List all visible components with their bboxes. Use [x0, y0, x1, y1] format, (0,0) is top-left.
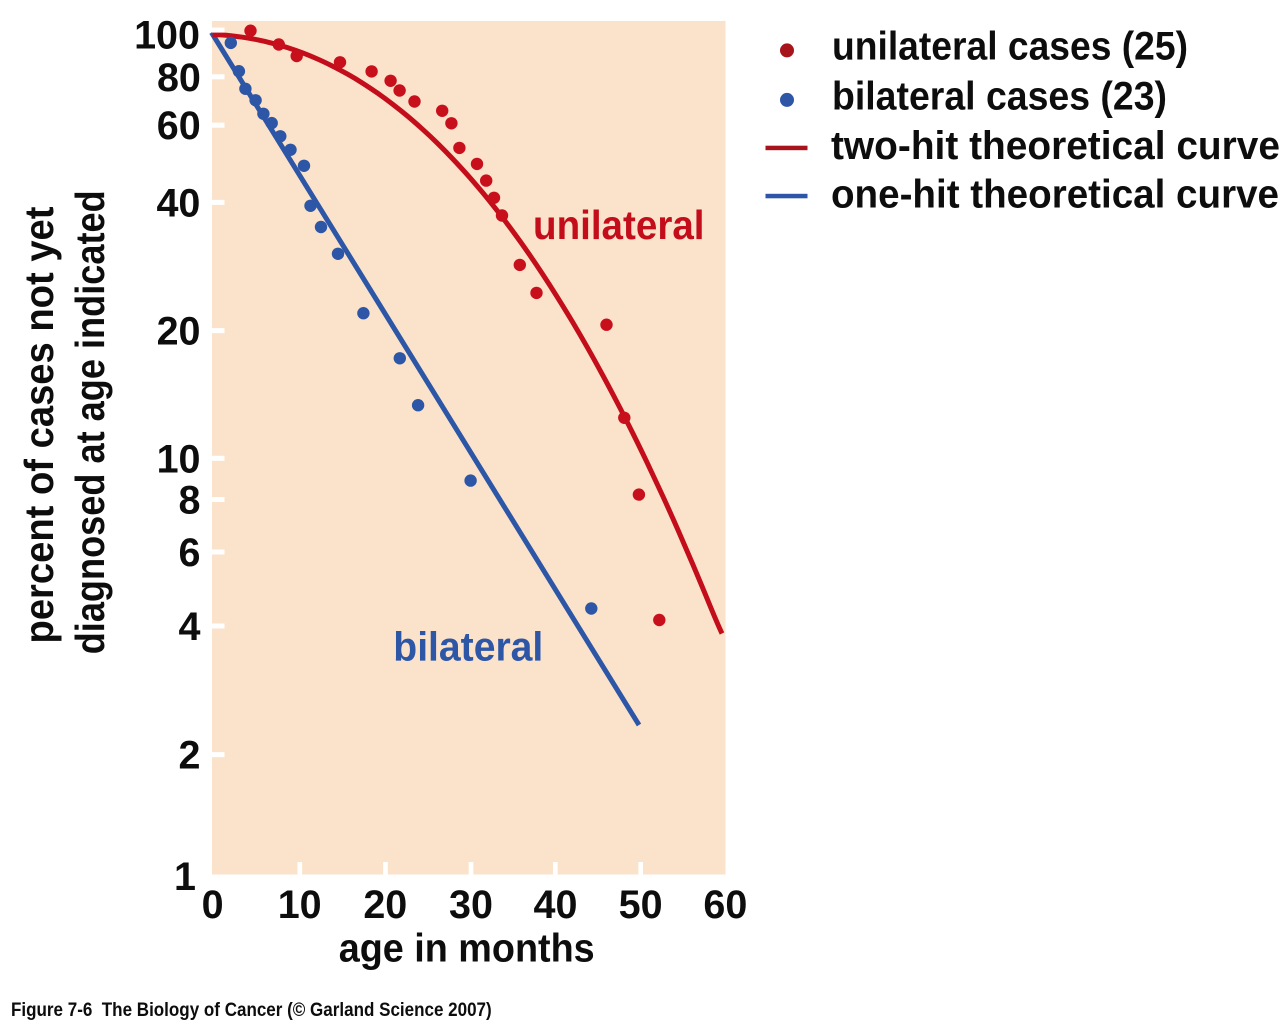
svg-text:1: 1 — [174, 855, 196, 899]
svg-text:40: 40 — [534, 883, 578, 927]
svg-text:10: 10 — [157, 437, 201, 481]
svg-text:bilateral cases (23): bilateral cases (23) — [832, 75, 1167, 119]
svg-text:two-hit theoretical curve: two-hit theoretical curve — [831, 124, 1280, 168]
svg-text:2: 2 — [179, 734, 201, 778]
svg-text:8: 8 — [179, 479, 201, 523]
svg-text:60: 60 — [703, 883, 747, 927]
svg-text:30: 30 — [449, 883, 493, 927]
svg-text:20: 20 — [363, 883, 407, 927]
svg-text:60: 60 — [157, 104, 201, 148]
svg-text:80: 80 — [157, 56, 201, 100]
svg-text:percent of cases not yet: percent of cases not yet — [16, 206, 62, 643]
svg-text:unilateral: unilateral — [533, 202, 705, 248]
svg-text:100: 100 — [134, 14, 200, 58]
svg-text:6: 6 — [179, 531, 201, 575]
svg-text:age in months: age in months — [339, 927, 595, 971]
svg-text:20: 20 — [157, 310, 201, 354]
svg-text:50: 50 — [619, 883, 663, 927]
svg-text:diagnosed at age indicated: diagnosed at age indicated — [67, 190, 113, 654]
svg-text:4: 4 — [179, 605, 201, 649]
svg-text:Figure 7-6 The Biology of Can: Figure 7-6 The Biology of Cancer (© Garl… — [11, 1000, 492, 1021]
svg-text:0: 0 — [202, 883, 224, 927]
svg-text:40: 40 — [156, 181, 200, 225]
svg-text:one-hit theoretical curve: one-hit theoretical curve — [831, 173, 1279, 217]
svg-text:10: 10 — [278, 883, 322, 927]
svg-text:unilateral cases (25): unilateral cases (25) — [832, 25, 1188, 69]
svg-text:bilateral: bilateral — [393, 624, 543, 670]
